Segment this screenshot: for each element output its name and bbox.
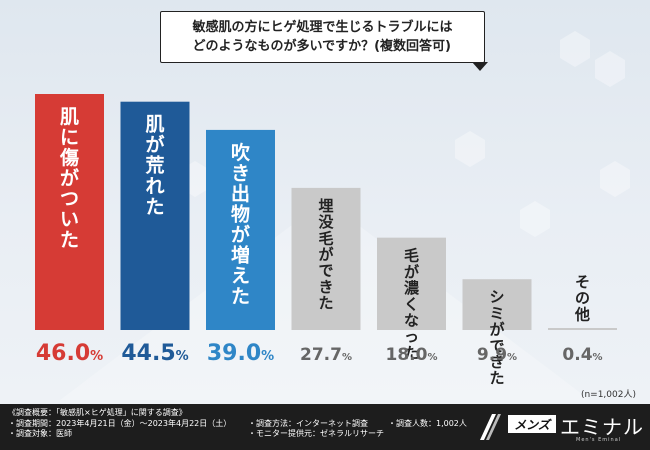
value-label-5: 9.9%: [477, 345, 517, 365]
bar-5: [462, 279, 532, 330]
bar-3: [291, 187, 361, 330]
survey-method: ・調査方法：インターネット調査: [248, 418, 368, 428]
bar-2: [206, 129, 275, 330]
value-label-6: 0.4%: [562, 345, 602, 365]
value-label-3: 27.7%: [300, 345, 352, 365]
footer: 《調査概要：「敏感肌×ヒゲ処理」に関する調査》 ・調査期間：2023年4月21日…: [0, 404, 650, 450]
bar-4: [377, 237, 446, 330]
value-label-2: 39.0%: [207, 341, 274, 366]
brand-logo: メンズ エミナル Men's Eminal: [478, 410, 646, 446]
category-label-2: 吹き出物が増えた: [231, 141, 251, 308]
value-label-0: 46.0%: [36, 341, 103, 366]
survey-count: ・調査人数：1,002人: [388, 418, 467, 428]
category-label-5: シミができた: [489, 288, 505, 387]
bar-1: [120, 101, 190, 331]
question-box: 敏感肌の方にヒゲ処理で生じるトラブルには どのようなものが多いですか？(複数回答…: [160, 11, 485, 63]
survey-details: 《調査概要：「敏感肌×ヒゲ処理」に関する調査》 ・調査期間：2023年4月21日…: [8, 408, 467, 440]
value-label-1: 44.5%: [121, 341, 188, 366]
value-label-4: 18.0%: [386, 345, 438, 365]
category-label-6: その他: [574, 273, 590, 323]
category-label-0: 肌に傷がついた: [59, 106, 79, 251]
brand-name: エミナル: [560, 415, 644, 439]
chart-panel: 敏感肌の方にヒゲ処理で生じるトラブルには どのようなものが多いですか？(複数回答…: [0, 0, 650, 404]
sample-size-note: (n=1,002人): [580, 390, 636, 400]
category-label-4: 毛が濃くなった: [404, 247, 420, 362]
category-label-1: 肌が荒れた: [145, 114, 164, 218]
brand-mens-box: メンズ: [508, 415, 556, 433]
category-label-3: 埋没毛ができた: [318, 197, 334, 312]
speech-bubble-tail: [472, 62, 488, 71]
survey-period: ・調査期間：2023年4月21日（金）〜2023年4月22日（土）: [8, 418, 232, 428]
bar-0: [35, 94, 104, 330]
survey-monitor: ・モニター提供元：ゼネラルリサーチ: [248, 429, 384, 438]
question-text: 敏感肌の方にヒゲ処理で生じるトラブルには どのようなものが多いですか？(複数回答…: [192, 18, 452, 56]
question-line-1: 敏感肌の方にヒゲ処理で生じるトラブルには: [192, 20, 453, 35]
bar-chart: 肌に傷がついた 46.0% 肌が荒れた 44.5% 吹き出物が増えた 39.0% 埋没毛がで…: [35, 94, 617, 387]
brand-subtitle: Men's Eminal: [576, 437, 622, 443]
survey-target: ・調査対象：医師: [8, 429, 72, 438]
question-line-2: どのようなものが多いですか？(複数回答可): [192, 39, 451, 54]
brand-mark-icon: [480, 414, 501, 440]
survey-outline: 《調査概要：「敏感肌×ヒゲ処理」に関する調査》: [8, 408, 187, 417]
